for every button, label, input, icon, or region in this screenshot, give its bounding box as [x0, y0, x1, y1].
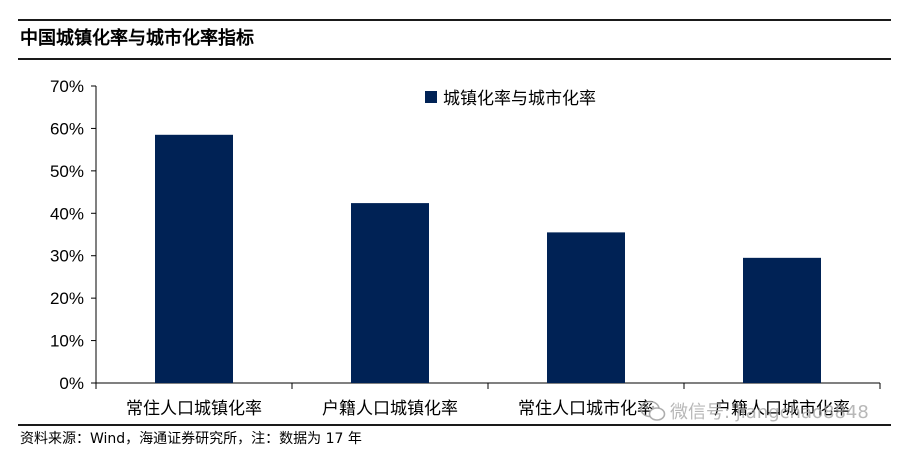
bar — [743, 257, 821, 383]
header-bottom-rule — [18, 58, 891, 60]
bar — [351, 203, 429, 383]
legend-swatch — [425, 91, 437, 103]
footer-rule — [18, 424, 891, 426]
y-tick-label: 60% — [50, 119, 84, 138]
x-tick-label: 常住人口城镇化率 — [126, 399, 262, 419]
x-tick-label: 户籍人口城市化率 — [714, 399, 850, 419]
bar — [155, 134, 233, 383]
legend-label: 城镇化率与城市化率 — [443, 89, 596, 109]
source-note: 资料来源：Wind，海通证券研究所，注：数据为 17 年 — [20, 431, 362, 447]
x-tick-label: 常住人口城市化率 — [518, 399, 654, 419]
header-top-rule — [18, 19, 891, 21]
y-tick-label: 0% — [59, 374, 84, 393]
chart-title: 中国城镇化率与城市化率指标 — [20, 28, 254, 49]
y-tick-label: 40% — [50, 204, 84, 223]
wechat-icon — [640, 400, 666, 421]
watermark: 微信号: jiangchao8848 — [640, 398, 869, 424]
y-tick-label: 20% — [50, 289, 84, 308]
y-tick-label: 50% — [50, 162, 84, 181]
y-tick-label: 10% — [50, 332, 84, 351]
watermark-text: 微信号: jiangchao8848 — [670, 402, 869, 423]
x-tick-label: 户籍人口城镇化率 — [322, 399, 458, 419]
bar-chart: 0% 10% 20% 30% 40% 50% 60% 70% 常住人口城镇化率 户籍人口城镇化率 常… — [50, 77, 881, 419]
y-tick-label: 30% — [50, 247, 84, 266]
bar — [547, 232, 625, 383]
y-tick-label: 70% — [50, 77, 84, 96]
